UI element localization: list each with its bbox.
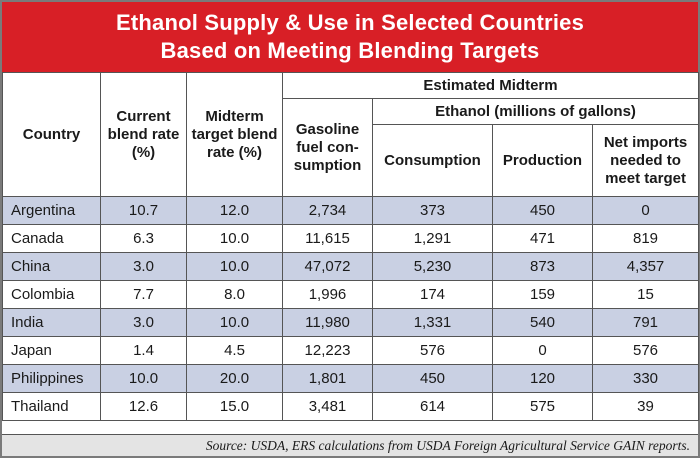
table-row: Canada 6.3 10.0 11,615 1,291 471 819 <box>2 224 700 253</box>
cell-current: 7.7 <box>100 280 187 309</box>
cell-consumption: 1,291 <box>372 224 493 253</box>
cell-production: 575 <box>492 392 593 421</box>
title-line-1: Ethanol Supply & Use in Selected Countri… <box>115 10 585 35</box>
cell-country: China <box>2 252 101 281</box>
header-current-blend: Current blend rate (%) <box>100 72 187 197</box>
cell-net-imports: 330 <box>591 364 700 393</box>
cell-consumption: 174 <box>372 280 493 309</box>
cell-net-imports: 0 <box>591 196 700 225</box>
cell-gasoline: 2,734 <box>282 196 373 225</box>
cell-target: 20.0 <box>186 364 283 393</box>
cell-production: 540 <box>492 308 593 337</box>
header-midterm-target: Midterm target blend rate (%) <box>186 72 283 197</box>
cell-consumption: 373 <box>372 196 493 225</box>
ethanol-table: Country Current blend rate (%) Midterm t… <box>2 72 700 421</box>
cell-current: 1.4 <box>100 336 187 365</box>
header-estimated-midterm: Estimated Midterm <box>281 72 700 99</box>
cell-production: 120 <box>492 364 593 393</box>
cell-consumption: 450 <box>372 364 493 393</box>
title-line-2: Based on Meeting Blending Targets <box>160 38 540 63</box>
cell-production: 873 <box>492 252 593 281</box>
cell-current: 10.0 <box>100 364 187 393</box>
table-row: Philippines 10.0 20.0 1,801 450 120 330 <box>2 364 700 393</box>
table-row: Thailand 12.6 15.0 3,481 614 575 39 <box>2 392 700 421</box>
table-row: India 3.0 10.0 11,980 1,331 540 791 <box>2 308 700 337</box>
table-row: Argentina 10.7 12.0 2,734 373 450 0 <box>2 196 700 225</box>
cell-country: Japan <box>2 336 101 365</box>
cell-net-imports: 819 <box>591 224 700 253</box>
cell-production: 159 <box>492 280 593 309</box>
cell-gasoline: 1,996 <box>282 280 373 309</box>
cell-target: 10.0 <box>186 308 283 337</box>
cell-production: 450 <box>492 196 593 225</box>
cell-net-imports: 576 <box>591 336 700 365</box>
cell-net-imports: 791 <box>591 308 700 337</box>
cell-country: Thailand <box>2 392 101 421</box>
cell-country: Argentina <box>2 196 101 225</box>
cell-production: 0 <box>492 336 593 365</box>
cell-net-imports: 39 <box>591 392 700 421</box>
cell-target: 12.0 <box>186 196 283 225</box>
header-production: Production <box>492 124 593 197</box>
cell-country: Colombia <box>2 280 101 309</box>
table-row: Japan 1.4 4.5 12,223 576 0 576 <box>2 336 700 365</box>
figure-title: Ethanol Supply & Use in Selected Countri… <box>2 2 698 72</box>
cell-current: 12.6 <box>100 392 187 421</box>
table-header: Country Current blend rate (%) Midterm t… <box>2 72 700 197</box>
cell-target: 8.0 <box>186 280 283 309</box>
cell-country: Canada <box>2 224 101 253</box>
cell-target: 10.0 <box>186 252 283 281</box>
header-consumption: Consumption <box>372 124 493 197</box>
header-net-imports: Net imports needed to meet target <box>591 124 700 197</box>
cell-gasoline: 3,481 <box>282 392 373 421</box>
cell-country: India <box>2 308 101 337</box>
cell-current: 3.0 <box>100 252 187 281</box>
table-row: China 3.0 10.0 47,072 5,230 873 4,357 <box>2 252 700 281</box>
cell-net-imports: 15 <box>591 280 700 309</box>
source-note: Source: USDA, ERS calculations from USDA… <box>2 434 698 456</box>
cell-gasoline: 12,223 <box>282 336 373 365</box>
cell-current: 10.7 <box>100 196 187 225</box>
header-gasoline: Gasoline fuel con-sumption <box>282 98 373 197</box>
cell-target: 4.5 <box>186 336 283 365</box>
cell-target: 15.0 <box>186 392 283 421</box>
cell-country: Philippines <box>2 364 101 393</box>
cell-production: 471 <box>492 224 593 253</box>
cell-gasoline: 11,615 <box>282 224 373 253</box>
header-country: Country <box>2 72 101 197</box>
cell-gasoline: 11,980 <box>282 308 373 337</box>
table-row: Colombia 7.7 8.0 1,996 174 159 15 <box>2 280 700 309</box>
table-body: Argentina 10.7 12.0 2,734 373 450 0 Cana… <box>2 196 700 421</box>
cell-consumption: 1,331 <box>372 308 493 337</box>
header-ethanol-group: Ethanol (millions of gallons) <box>371 98 700 125</box>
cell-net-imports: 4,357 <box>591 252 700 281</box>
cell-current: 6.3 <box>100 224 187 253</box>
cell-gasoline: 1,801 <box>282 364 373 393</box>
cell-gasoline: 47,072 <box>282 252 373 281</box>
cell-consumption: 614 <box>372 392 493 421</box>
cell-current: 3.0 <box>100 308 187 337</box>
cell-consumption: 576 <box>372 336 493 365</box>
cell-consumption: 5,230 <box>372 252 493 281</box>
cell-target: 10.0 <box>186 224 283 253</box>
